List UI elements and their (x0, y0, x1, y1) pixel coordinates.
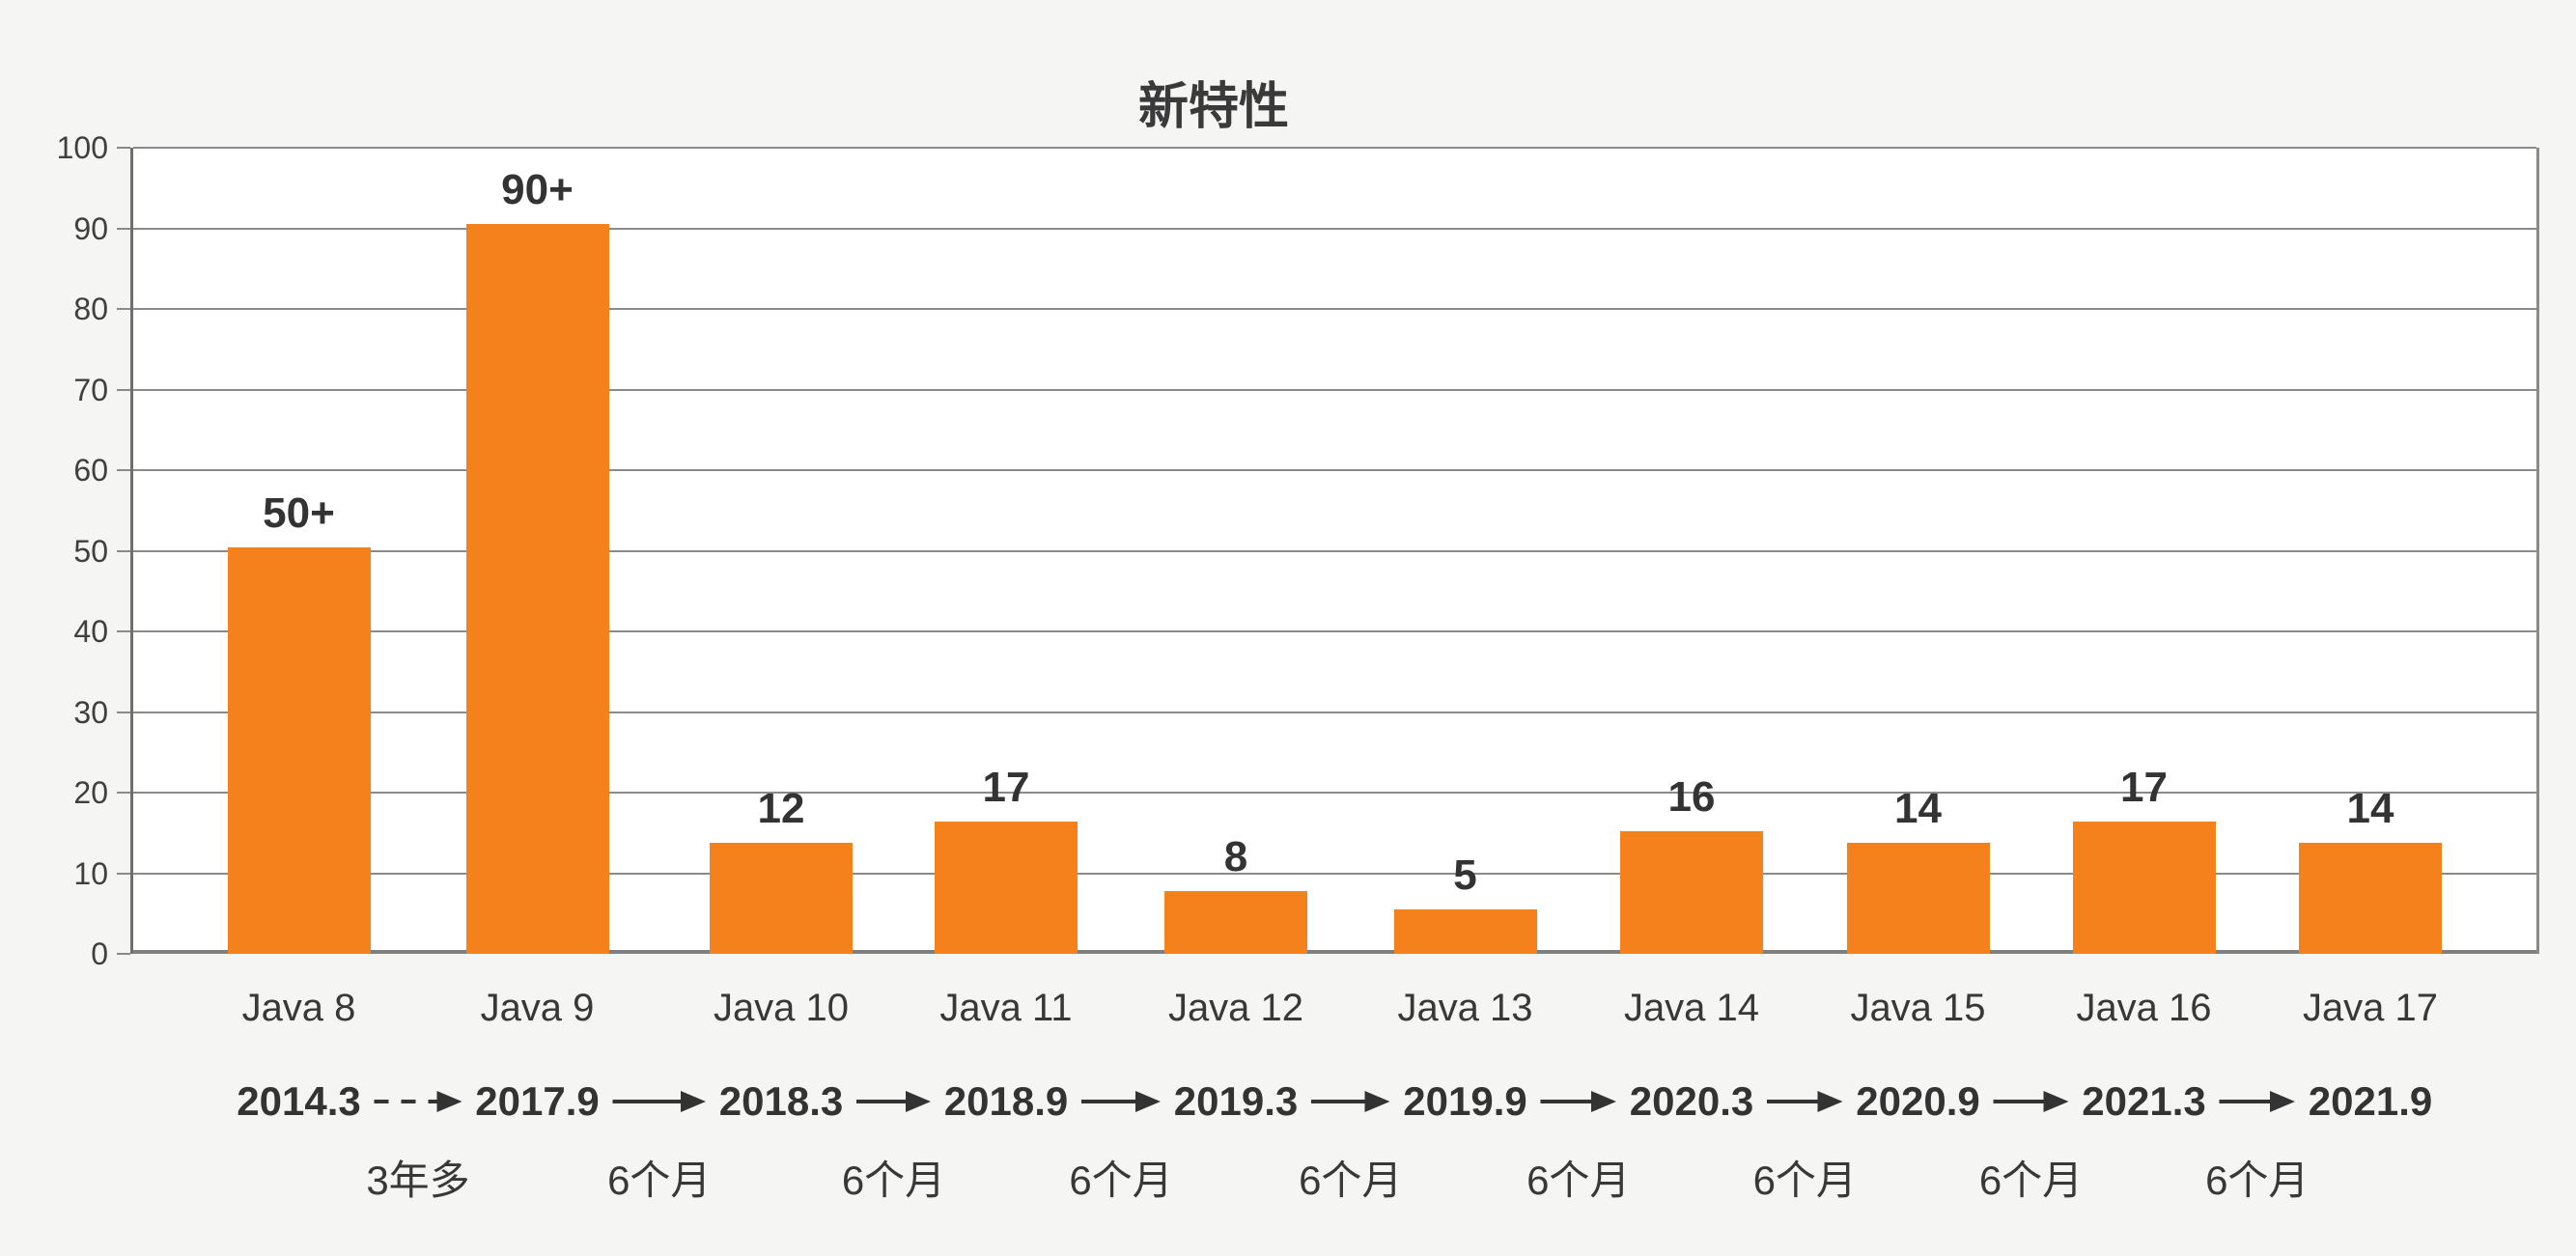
y-tick-50 (117, 549, 130, 552)
gridline-90 (133, 227, 2536, 230)
interval-label-7: 6个月 (1978, 1158, 2084, 1203)
y-tick-20 (117, 792, 130, 794)
x-axis-line (133, 950, 2536, 954)
y-axis-label-100: 100 (56, 130, 108, 165)
gridline-80 (133, 308, 2536, 310)
x-axis-label-java-10: Java 10 (713, 987, 850, 1029)
bar-java-13 (1393, 909, 1537, 954)
interval-label-5: 6个月 (1526, 1158, 1631, 1203)
release-date-2019-9: 2019.9 (1403, 1078, 1527, 1124)
bar-value-label-java-12: 8 (1223, 832, 1248, 880)
bar-value-label-java-14: 16 (1667, 773, 1716, 822)
y-axis-label-10: 10 (73, 855, 108, 891)
bar-value-label-java-13: 5 (1453, 851, 1477, 900)
bar-java-17 (2299, 842, 2442, 954)
release-date-2019-3: 2019.3 (1173, 1078, 1299, 1124)
y-axis-label-60: 60 (73, 453, 108, 488)
bar-value-label-java-9: 90+ (501, 166, 574, 214)
bar-value-label-java-15: 14 (1894, 784, 1942, 832)
y-axis-label-40: 40 (73, 614, 108, 649)
bar-java-12 (1164, 890, 1307, 954)
interval-label-3: 6个月 (1069, 1158, 1173, 1203)
gridline-30 (133, 711, 2536, 713)
y-tick-90 (117, 227, 130, 230)
y-tick-0 (117, 953, 130, 955)
bar-value-label-java-8: 50+ (263, 489, 335, 538)
y-axis-label-0: 0 (91, 936, 108, 971)
gridline-40 (133, 630, 2536, 632)
x-axis-label-java-14: Java 14 (1623, 987, 1760, 1029)
x-axis-label-java-11: Java 11 (939, 987, 1073, 1029)
bar-java-8 (227, 547, 371, 954)
x-axis-label-java-15: Java 15 (1850, 987, 1986, 1029)
plot-area (117, 147, 2539, 955)
y-axis-label-80: 80 (73, 292, 108, 326)
interval-label-8: 6个月 (2205, 1158, 2310, 1203)
x-axis-label-java-8: Java 8 (241, 987, 356, 1029)
y-axis-label-50: 50 (73, 533, 108, 569)
gridline-60 (133, 469, 2536, 471)
y-tick-70 (117, 388, 130, 391)
y-axis-label-30: 30 (73, 694, 108, 730)
interval-label-6: 6个月 (1752, 1158, 1857, 1203)
bar-java-14 (1620, 831, 1763, 954)
x-axis-label-java-13: Java 13 (1397, 987, 1533, 1029)
release-date-2021-3: 2021.3 (2082, 1078, 2206, 1124)
interval-label-0: 3年多 (366, 1158, 470, 1203)
interval-label-2: 6个月 (841, 1158, 946, 1203)
interval-label-1: 6个月 (607, 1158, 712, 1203)
release-date-2018-9: 2018.9 (943, 1078, 1069, 1124)
y-tick-100 (117, 147, 130, 149)
release-date-2020-9: 2020.9 (1856, 1078, 1980, 1124)
bar-value-label-java-11: 17 (982, 764, 1030, 812)
x-axis-label-java-9: Java 9 (480, 987, 595, 1029)
release-date-2017-9: 2017.9 (475, 1078, 600, 1124)
release-date-2018-3: 2018.3 (718, 1078, 844, 1124)
y-tick-80 (117, 308, 130, 310)
x-axis-label-java-16: Java 16 (2076, 987, 2212, 1029)
release-date-2021-9: 2021.9 (2308, 1078, 2433, 1124)
gridline-50 (133, 549, 2536, 552)
x-axis-label-java-17: Java 17 (2302, 987, 2439, 1029)
gridline-70 (133, 388, 2536, 391)
interval-label-4: 6个月 (1299, 1158, 1403, 1203)
bar-java-10 (710, 842, 853, 954)
gridline-20 (133, 792, 2536, 794)
y-tick-40 (117, 630, 130, 632)
y-tick-10 (117, 872, 130, 875)
bar-value-label-java-10: 12 (757, 784, 805, 832)
bar-java-9 (465, 224, 609, 954)
bar-java-11 (935, 822, 1078, 954)
gridline-100 (133, 147, 2536, 149)
y-axis-label-20: 20 (73, 775, 108, 810)
chart-title: 新特性 (1137, 79, 1290, 135)
y-tick-60 (117, 469, 130, 471)
y-tick-30 (117, 711, 130, 713)
bar-value-label-java-16: 17 (2120, 764, 2168, 812)
bar-value-label-java-17: 14 (2346, 784, 2394, 832)
release-date-2020-3: 2020.3 (1629, 1078, 1754, 1124)
x-axis-label-java-12: Java 12 (1167, 987, 1304, 1029)
bar-java-16 (2072, 822, 2216, 954)
y-axis-label-70: 70 (73, 372, 108, 407)
bar-java-15 (1846, 842, 1990, 954)
gridline-10 (133, 872, 2536, 875)
release-date-2014-3: 2014.3 (237, 1078, 361, 1124)
y-axis-label-90: 90 (73, 210, 108, 246)
